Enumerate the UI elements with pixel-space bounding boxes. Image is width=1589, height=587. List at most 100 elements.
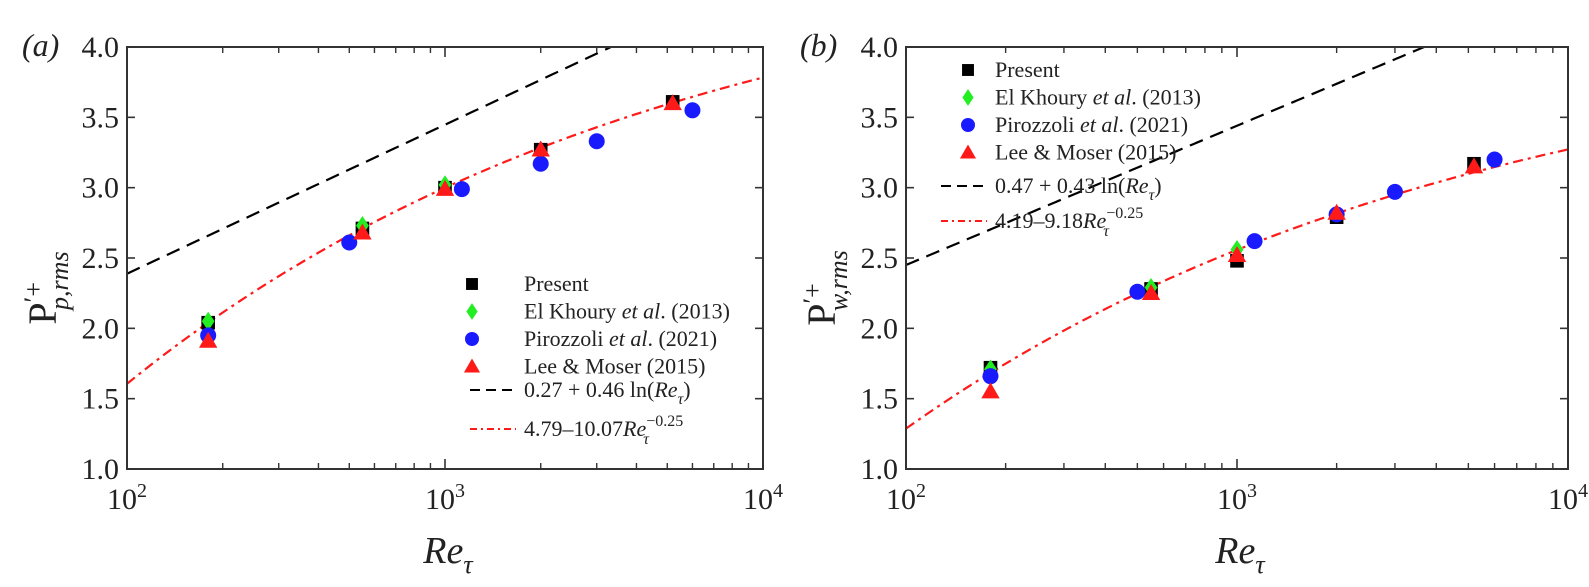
legend-label-part: El Khoury [524, 299, 622, 324]
legend-item: 0.47 + 0.43 ln(Reτ) [941, 173, 1162, 204]
y-tick-label: 1.5 [82, 383, 120, 416]
legend-label: 4.19–9.18Re−0.25 τ [995, 205, 1143, 240]
x-title-sub: τ [1255, 550, 1266, 579]
data-point-circle [341, 234, 358, 251]
y-title-sub: w,rms [824, 250, 853, 311]
plot-frame [126, 46, 764, 470]
legend-item: Present [962, 57, 1060, 82]
legend-formula: 0.47 + 0.43 ln( [995, 173, 1125, 198]
y-tick-label: 2.5 [861, 242, 899, 275]
legend-item: 0.27 + 0.46 ln(Reτ) [470, 377, 691, 408]
legend-marker-diamond [962, 89, 974, 106]
legend-label-italic: et al [609, 326, 648, 351]
y-axis-title: P′+w,rms [798, 250, 853, 326]
y-tick-label: 1.0 [82, 453, 120, 486]
data-point-circle [1486, 151, 1503, 168]
data-point-triangle [353, 223, 372, 240]
data-point-triangle [1227, 245, 1247, 262]
legend-item: El Khoury et al. (2013) [466, 299, 730, 324]
series-square [201, 95, 680, 330]
tick-exponent: 2 [137, 480, 147, 502]
x-axis: 102 103 104 [886, 47, 1588, 516]
legend-label: Pirozzoli et al. (2021) [995, 112, 1188, 137]
tick-base: 10 [743, 483, 773, 516]
y-title-main: P [799, 304, 844, 326]
data-points [198, 94, 701, 348]
y-tick-label: 3.5 [861, 101, 899, 134]
x-tick-label: 102 [107, 480, 147, 516]
legend-marker-circle [465, 332, 479, 346]
legend-marker-diamond [466, 303, 478, 320]
x-tick-label: 103 [1217, 480, 1257, 516]
panel-label: (b) [800, 27, 837, 63]
legend-marker-square [466, 278, 478, 290]
series-triangle [198, 94, 682, 348]
legend-label-part: . (2013) [660, 299, 730, 324]
y-tick-label: 3.5 [82, 101, 120, 134]
tick-exponent: 2 [916, 480, 926, 502]
tick-base: 10 [107, 483, 137, 516]
legend-item: 4.19–9.18Re−0.25 τ [941, 205, 1143, 240]
legend-label-part: El Khoury [995, 85, 1093, 110]
legend-item: Pirozzoli et al. (2021) [465, 326, 717, 351]
legend-label: El Khoury et al. (2013) [995, 85, 1201, 110]
y-axis: 1.0 1.5 2.0 2.5 3.0 3.5 4.0 [82, 31, 763, 486]
legend-label-part: Present [995, 57, 1060, 82]
y-title-sup: ′+ [19, 282, 48, 302]
legend-label: El Khoury et al. (2013) [524, 299, 730, 324]
data-point-triangle [1141, 283, 1161, 300]
tick-exponent: 3 [455, 480, 465, 502]
legend-formula-sub: τ [678, 391, 685, 408]
data-point-circle [684, 102, 701, 119]
data-point-triangle [981, 382, 1000, 399]
y-tick-label: 4.0 [82, 31, 120, 64]
legend-marker-triangle [463, 358, 481, 373]
x-tick-label: 104 [1548, 480, 1588, 516]
legend-formula: 4.19–9.18 [995, 208, 1083, 233]
y-tick-label: 2.0 [861, 312, 899, 345]
legend-label: Pirozzoli et al. (2021) [524, 326, 717, 351]
data-point-circle [1386, 183, 1403, 200]
legend-label: 0.47 + 0.43 ln(Reτ) [995, 173, 1162, 204]
log-fit-line [127, 47, 614, 275]
y-axis-title: P′+p,rms [19, 251, 74, 324]
legend-label-italic: et al [1093, 85, 1132, 110]
legend-marker-triangle [959, 144, 977, 159]
x-title-main: Re [422, 530, 463, 572]
legend-item: Pirozzoli et al. (2021) [961, 112, 1188, 137]
data-point-circle [1246, 233, 1263, 250]
legend-formula-sup: −0.25 [646, 413, 683, 430]
legend-formula-var: Re [1124, 173, 1148, 198]
tick-exponent: 4 [1578, 480, 1588, 502]
legend-label-part: . (2021) [1118, 112, 1188, 137]
legend-label-part: . (2013) [1131, 85, 1201, 110]
y-tick-label: 2.5 [82, 242, 120, 275]
data-point-diamond [201, 311, 215, 331]
tick-base: 10 [1217, 483, 1247, 516]
legend-marker-square [962, 64, 974, 76]
legend-formula-sup: −0.25 [1106, 205, 1143, 222]
data-point-circle [588, 133, 605, 150]
legend-label-part: Pirozzoli [524, 326, 609, 351]
tick-base: 10 [886, 483, 916, 516]
legend-label-italic: et al [1080, 112, 1119, 137]
x-tick-label: 104 [743, 480, 783, 516]
x-axis: 102 103 104 [107, 47, 783, 516]
data-point-triangle [531, 140, 550, 157]
data-point-circle [453, 181, 470, 198]
x-axis-title: Reτ [1214, 530, 1266, 579]
x-axis-title: Reτ [422, 530, 474, 579]
legend-label: Present [995, 57, 1060, 82]
y-title-sup: ′+ [798, 283, 827, 303]
legend-label: Lee & Moser (2015) [524, 354, 705, 379]
legend-formula-post: ) [1154, 173, 1161, 198]
data-point-triangle [1327, 203, 1346, 220]
data-point-circle [1129, 283, 1146, 300]
legend-item: Lee & Moser (2015) [463, 354, 705, 379]
legend-item: Lee & Moser (2015) [959, 140, 1176, 165]
y-tick-label: 1.5 [861, 383, 899, 416]
tick-exponent: 3 [1247, 480, 1257, 502]
